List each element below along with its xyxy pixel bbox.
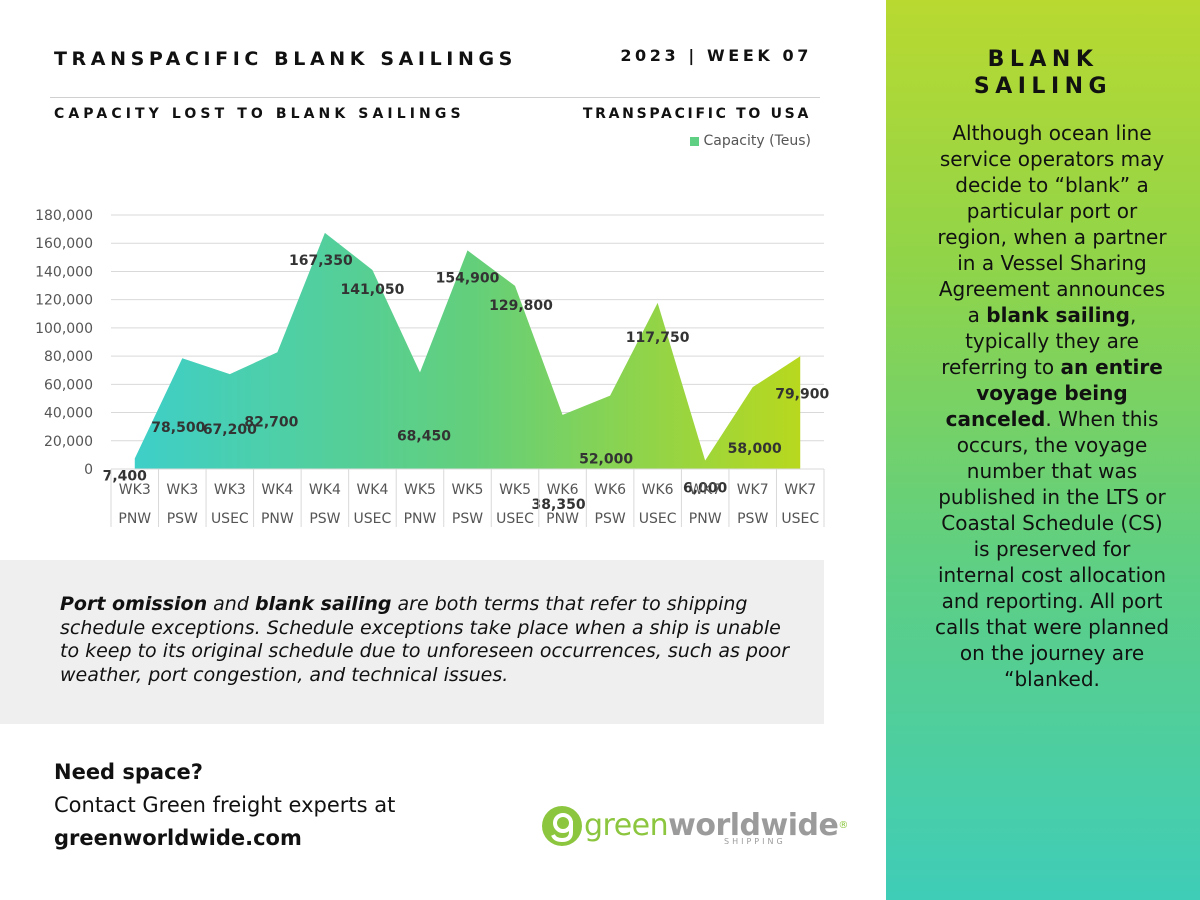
- x-tick-coast: USEC: [354, 511, 392, 527]
- x-tick-week: WK6: [547, 482, 579, 498]
- y-tick-label: 80,000: [44, 349, 93, 365]
- chart-legend: Capacity (Teus): [690, 133, 811, 149]
- data-label: 52,000: [579, 452, 633, 468]
- sidebar-text: Although ocean line service operators ma…: [934, 120, 1170, 692]
- data-label: 82,700: [244, 414, 298, 430]
- y-tick-label: 120,000: [35, 293, 93, 309]
- sidebar-title-word: BLANK: [987, 47, 1099, 72]
- website-link[interactable]: greenworldwide.com: [54, 826, 302, 850]
- x-tick-week: WK4: [356, 482, 388, 498]
- sidebar-title: BLANK SAILING: [886, 46, 1200, 100]
- definition-panel: [0, 560, 824, 724]
- y-tick-label: 140,000: [35, 264, 93, 280]
- x-tick-week: WK6: [594, 482, 626, 498]
- x-tick-coast: PSW: [737, 511, 768, 527]
- capacity-area-chart: 0 20,000 40,000 60,000 80,000 100,000 120,000 1…: [35, 208, 830, 527]
- data-label: 141,050: [341, 282, 405, 298]
- y-tick-label: 160,000: [35, 236, 93, 252]
- x-tick-coast: PNW: [546, 511, 579, 527]
- x-tick-week: WK7: [689, 482, 721, 498]
- data-label: 6,000: [683, 481, 728, 497]
- cta-heading: Need space?: [54, 760, 203, 784]
- region-label: TRANSPACIFIC TO USA: [582, 106, 811, 122]
- sidebar-bold-blank-sailing: blank sailing: [986, 303, 1130, 327]
- legend-swatch: [690, 136, 700, 146]
- data-label: 117,750: [626, 330, 690, 346]
- data-label: 129,800: [489, 298, 553, 314]
- x-tick-week: WK5: [499, 482, 531, 498]
- sidebar-bold-voyage: an entire voyage being canceled: [945, 355, 1163, 431]
- header-divider: [50, 97, 820, 98]
- definition-text: Port omission and blank sailing are both…: [60, 593, 800, 687]
- data-label: 38,350: [532, 497, 586, 513]
- x-tick-week: WK5: [404, 482, 436, 498]
- x-tick-coast: PSW: [452, 511, 483, 527]
- sidebar-text-part: Although ocean line service operators ma…: [937, 121, 1167, 327]
- y-tick-label: 40,000: [44, 406, 93, 422]
- term-blank-sailing: blank sailing: [254, 593, 392, 615]
- company-logo: greenworldwide® SHIPPING: [540, 804, 848, 848]
- term-port-omission: Port omission: [60, 593, 208, 615]
- y-tick-label: 100,000: [35, 321, 93, 337]
- x-tick-week: WK3: [214, 482, 246, 498]
- x-tick-coast: USEC: [496, 511, 534, 527]
- x-tick-week: WK5: [452, 482, 484, 498]
- x-tick-week: WK4: [309, 482, 341, 498]
- x-tick-week: WK7: [737, 482, 769, 498]
- data-label: 167,350: [289, 253, 353, 269]
- data-label: 154,900: [436, 270, 500, 286]
- logo-wordmark: greenworldwide®: [584, 811, 848, 841]
- x-tick-coast: PSW: [595, 511, 626, 527]
- x-tick-coast: PSW: [309, 511, 340, 527]
- x-tick-week: WK6: [642, 482, 674, 498]
- week-label: 2023 | WEEK 07: [620, 46, 812, 65]
- y-tick-label: 20,000: [44, 434, 93, 450]
- x-tick-coast: PNW: [689, 511, 722, 527]
- logo-g-icon: [542, 806, 582, 846]
- data-label: 58,000: [728, 441, 782, 457]
- sidebar-title-word: SAILING: [973, 74, 1113, 99]
- data-label: 68,450: [397, 428, 451, 444]
- logo-green-text: green: [584, 808, 669, 843]
- data-label: 7,400: [103, 469, 148, 485]
- y-tick-label: 60,000: [44, 377, 93, 393]
- sidebar-text-part: , typically they are referring to: [941, 303, 1139, 379]
- x-tick-coast: USEC: [781, 511, 819, 527]
- x-tick-coast: PNW: [118, 511, 151, 527]
- logo-subtext: SHIPPING: [724, 837, 786, 846]
- y-tick-label: 0: [84, 462, 93, 478]
- data-label: 79,900: [775, 386, 829, 402]
- x-tick-week: WK3: [166, 482, 198, 498]
- data-label: 67,200: [203, 422, 257, 438]
- x-tick-coast: USEC: [639, 511, 677, 527]
- data-label: 78,500: [151, 420, 205, 436]
- y-tick-label: 180,000: [35, 208, 93, 224]
- x-tick-week: WK4: [261, 482, 293, 498]
- note-connector: and: [207, 593, 255, 615]
- note-body: are both terms that refer to shipping sc…: [60, 593, 790, 686]
- legend-label: Capacity (Teus): [703, 133, 811, 149]
- chart-subtitle: CAPACITY LOST TO BLANK SAILINGS: [54, 106, 465, 122]
- x-tick-coast: PNW: [404, 511, 437, 527]
- definition-sidebar: BLANK SAILING Although ocean line service…: [886, 0, 1200, 900]
- x-tick-coast: PSW: [167, 511, 198, 527]
- logo-registered: ®: [838, 820, 848, 831]
- x-tick-week: WK3: [119, 482, 151, 498]
- x-tick-coast: PNW: [261, 511, 294, 527]
- logo-worldwide-text: worldwide: [668, 808, 839, 843]
- cta-text: Contact Green freight experts at: [54, 793, 396, 817]
- sidebar-text-part: . When this occurs, the voyage number th…: [934, 407, 1170, 691]
- page-title: TRANSPACIFIC BLANK SAILINGS: [54, 48, 517, 70]
- capacity-area: [134, 232, 801, 469]
- x-tick-coast: USEC: [211, 511, 249, 527]
- x-tick-week: WK7: [784, 482, 816, 498]
